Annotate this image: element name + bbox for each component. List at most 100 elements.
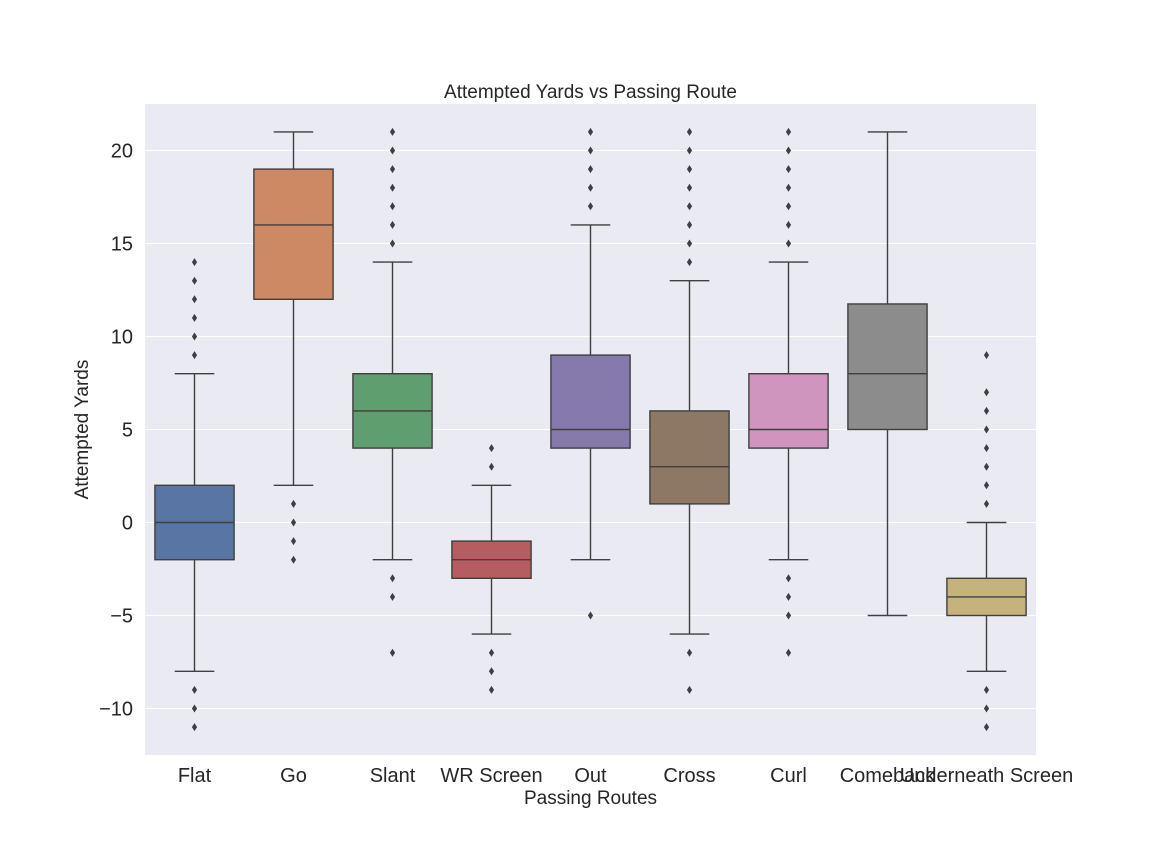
outlier-point — [587, 611, 594, 620]
y-tick-label: 15 — [111, 234, 133, 256]
outlier-point — [191, 276, 198, 285]
x-axis-ticks: Flat Go Slant WR Screen Out Cross Curl Comeback… — [178, 765, 1073, 787]
iqr-box — [748, 373, 829, 449]
outlier-point — [587, 127, 594, 136]
outlier-point — [983, 685, 990, 694]
x-tick-label: Flat — [178, 765, 212, 787]
outlier-point — [587, 202, 594, 211]
outlier-point — [488, 444, 495, 453]
outlier-point — [191, 704, 198, 713]
box-flat — [154, 258, 235, 732]
outlier-point — [290, 499, 297, 508]
boxes — [154, 127, 1027, 732]
outlier-point — [686, 220, 693, 229]
y-tick-label: 20 — [111, 141, 133, 163]
outlier-point — [686, 127, 693, 136]
box-curl — [748, 127, 829, 657]
outlier-point — [785, 574, 792, 583]
box-cross — [649, 127, 730, 694]
outlier-point — [983, 481, 990, 490]
box-out — [550, 127, 631, 620]
x-tick-label: Curl — [770, 765, 807, 787]
y-tick-label: 10 — [111, 327, 133, 349]
outlier-point — [191, 258, 198, 267]
y-tick-label: −10 — [99, 699, 133, 721]
x-tick-label: Slant — [370, 765, 416, 787]
outlier-point — [191, 313, 198, 322]
outlier-point — [983, 406, 990, 415]
outlier-point — [191, 685, 198, 694]
outlier-point — [686, 239, 693, 248]
outlier-point — [587, 146, 594, 155]
y-tick-label: −5 — [110, 606, 133, 628]
outlier-point — [389, 574, 396, 583]
outlier-point — [686, 685, 693, 694]
outlier-point — [785, 220, 792, 229]
box-underneath-screen — [946, 351, 1027, 732]
y-tick-label: 0 — [122, 513, 133, 535]
chart-title: Attempted Yards vs Passing Route — [444, 82, 737, 103]
outlier-point — [389, 127, 396, 136]
outlier-point — [389, 220, 396, 229]
outlier-point — [686, 648, 693, 657]
x-axis-title: Passing Routes — [524, 788, 657, 809]
outlier-point — [785, 592, 792, 601]
y-axis-title: Attempted Yards — [72, 360, 93, 500]
outlier-point — [290, 555, 297, 564]
x-tick-label: Comeback — [840, 765, 937, 787]
outlier-point — [389, 165, 396, 174]
iqr-box — [253, 168, 334, 301]
outlier-point — [785, 146, 792, 155]
outlier-point — [488, 648, 495, 657]
outlier-point — [785, 239, 792, 248]
outlier-point — [686, 202, 693, 211]
outlier-point — [785, 611, 792, 620]
outlier-point — [983, 704, 990, 713]
outlier-point — [983, 723, 990, 732]
outlier-point — [191, 723, 198, 732]
x-tick-label: Go — [280, 765, 307, 787]
outlier-point — [488, 685, 495, 694]
box-go — [253, 131, 334, 564]
y-tick-label: 5 — [122, 420, 133, 442]
outlier-point — [686, 183, 693, 192]
iqr-box — [550, 354, 631, 449]
outlier-point — [983, 499, 990, 508]
x-tick-label: Out — [574, 765, 607, 787]
outlier-point — [389, 146, 396, 155]
outlier-point — [290, 537, 297, 546]
outlier-point — [389, 648, 396, 657]
outlier-point — [587, 183, 594, 192]
outlier-point — [785, 202, 792, 211]
y-axis-ticks: −10 −5 0 5 10 15 20 — [99, 141, 133, 721]
outlier-point — [389, 592, 396, 601]
outlier-point — [785, 648, 792, 657]
x-tick-label: Underneath Screen — [900, 765, 1073, 787]
outlier-point — [488, 667, 495, 676]
outlier-point — [686, 165, 693, 174]
outlier-point — [191, 332, 198, 341]
outlier-point — [587, 165, 594, 174]
outlier-point — [983, 444, 990, 453]
box-wr-screen — [451, 444, 532, 694]
x-tick-label: WR Screen — [440, 765, 542, 787]
iqr-box — [847, 303, 928, 431]
iqr-box — [649, 410, 730, 505]
outlier-point — [785, 165, 792, 174]
outlier-point — [785, 127, 792, 136]
outlier-point — [983, 462, 990, 471]
outlier-point — [389, 202, 396, 211]
outlier-point — [389, 183, 396, 192]
outlier-point — [488, 462, 495, 471]
outlier-point — [389, 239, 396, 248]
outlier-point — [983, 388, 990, 397]
outlier-point — [983, 425, 990, 434]
outlier-point — [686, 146, 693, 155]
outlier-point — [983, 351, 990, 360]
outlier-point — [191, 295, 198, 304]
box-comeback — [847, 131, 928, 617]
outlier-point — [191, 351, 198, 360]
outlier-point — [785, 183, 792, 192]
box-slant — [352, 127, 433, 657]
